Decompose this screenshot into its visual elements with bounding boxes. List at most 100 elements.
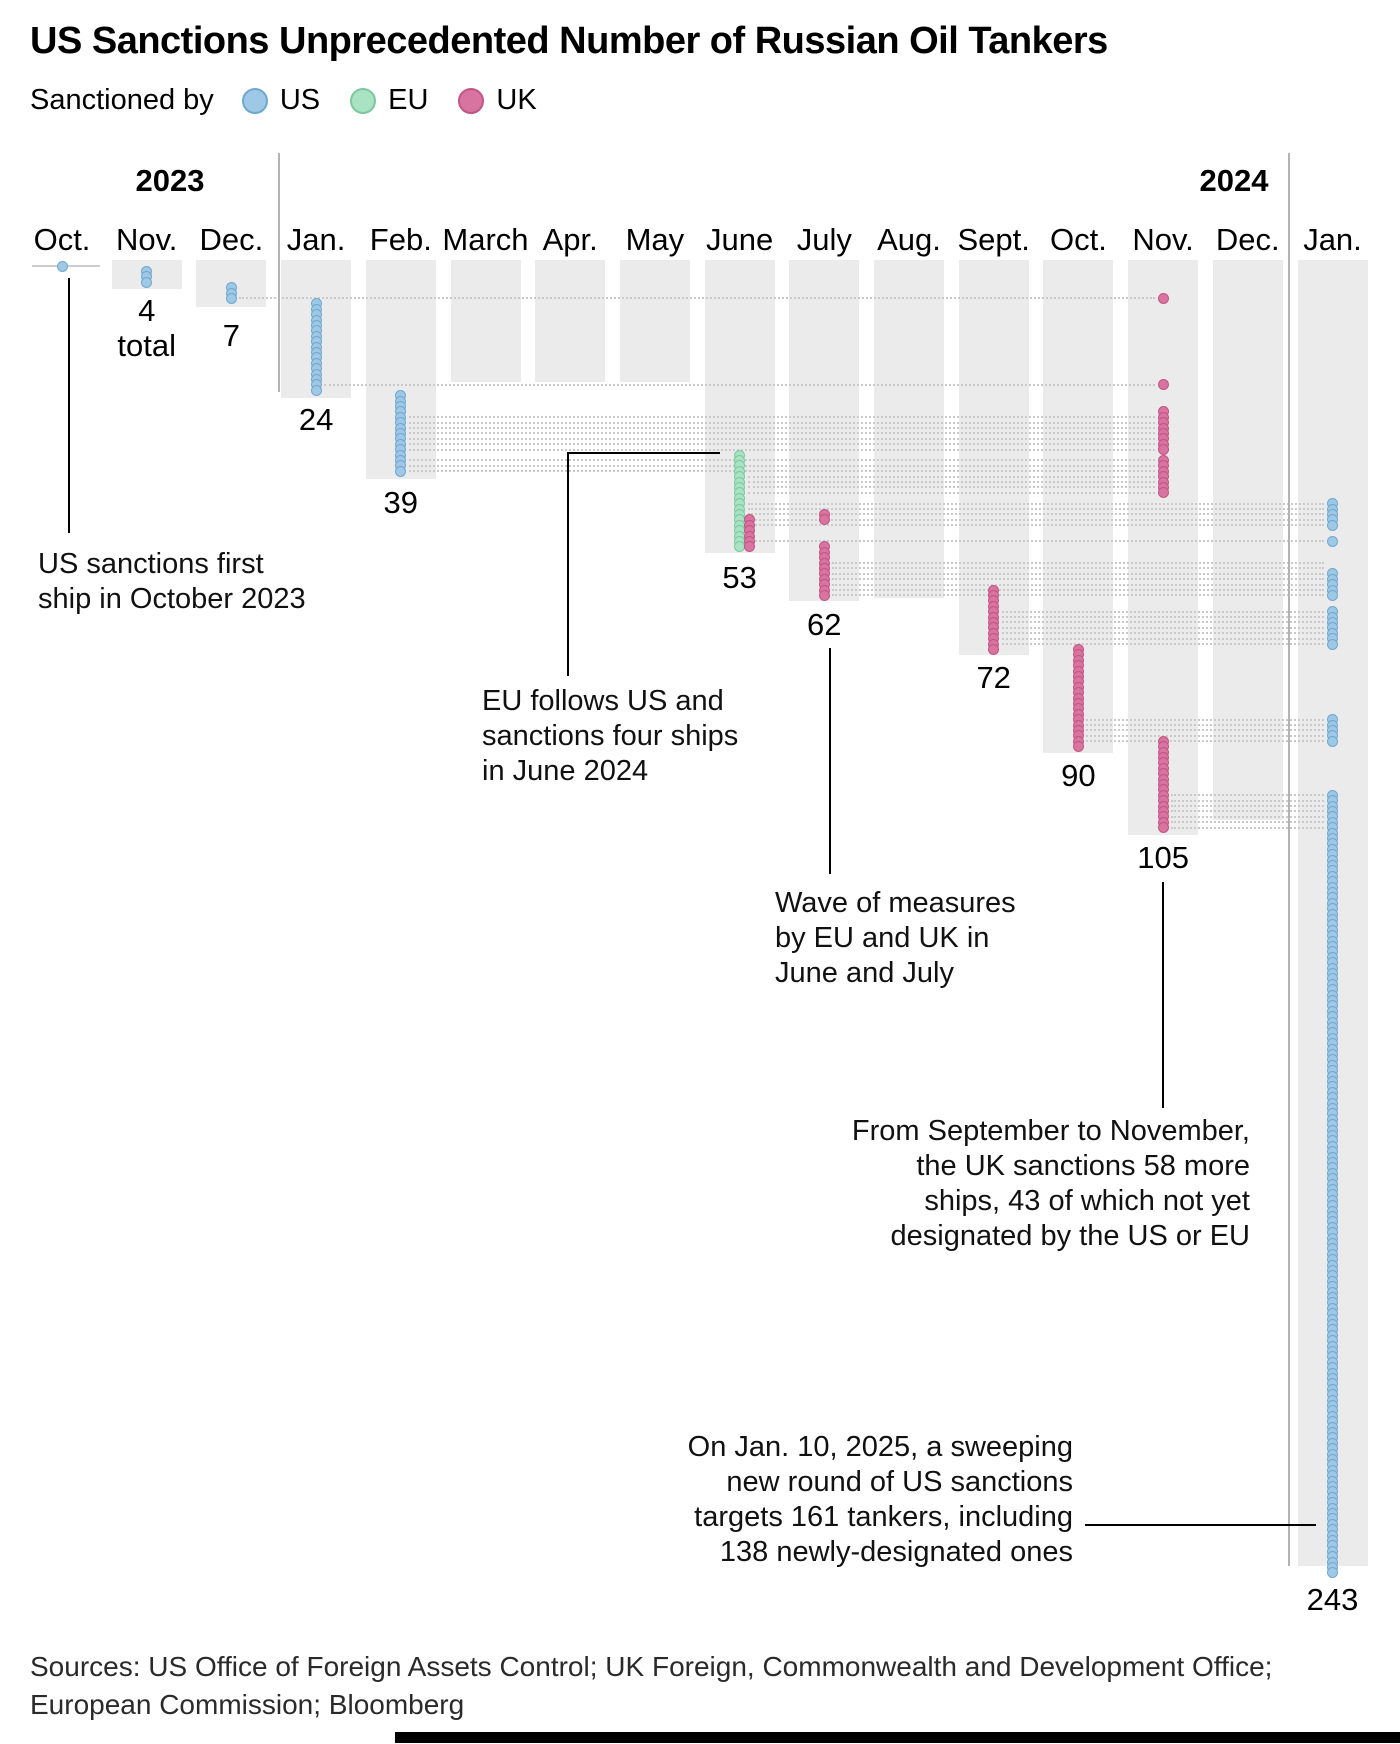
trail-line	[408, 416, 1156, 419]
trail-line	[1001, 616, 1325, 618]
uk-ship-dot	[818, 589, 830, 601]
month-label: July	[796, 222, 852, 257]
trail-line	[1001, 643, 1325, 645]
annotation-line: EU follows US and	[482, 685, 724, 717]
month-label: Jan.	[286, 222, 346, 257]
trail-line	[408, 459, 1156, 462]
total-label: 90	[1061, 758, 1096, 793]
annotation-line: the UK sanctions 58 more	[916, 1150, 1250, 1182]
trail-line	[747, 481, 1156, 483]
total-label: 24	[298, 402, 334, 437]
trail-line	[1086, 724, 1325, 726]
annotation-leader-line	[1085, 1524, 1316, 1526]
total-label: 39	[383, 485, 419, 520]
eu-dot-icon	[350, 87, 377, 114]
trail-line	[747, 540, 1325, 543]
trail-line	[832, 572, 1325, 575]
trail-line	[832, 589, 1325, 591]
trail-line	[408, 432, 1156, 435]
us-ship-dot	[1327, 1567, 1338, 1579]
uk-ship-dot	[1157, 822, 1169, 834]
month-label: Oct.	[1049, 222, 1107, 257]
trail-line	[1001, 621, 1325, 624]
month-label: Oct.	[33, 222, 91, 257]
month-label: Dec.	[1215, 222, 1280, 257]
annotation-line: designated by the US or EU	[890, 1220, 1250, 1252]
trail-line	[1171, 810, 1325, 813]
trail-line	[1171, 815, 1325, 818]
annotation-line: On Jan. 10, 2025, a sweeping	[687, 1431, 1073, 1463]
uk-ship-dot	[1157, 379, 1169, 391]
month-label: Apr.	[542, 222, 598, 257]
trail-line	[832, 583, 1325, 586]
sources-line-2: European Commission; Bloomberg	[30, 1689, 465, 1720]
sources-line-1: Sources: US Office of Foreign Assets Con…	[30, 1651, 1273, 1682]
month-column-band	[1212, 260, 1283, 820]
month-column-band	[874, 260, 944, 598]
total-label: 62	[807, 607, 842, 642]
uk-ship-dot	[988, 643, 1000, 655]
us-ship-dot	[1327, 535, 1338, 547]
year-label: 2024	[1199, 163, 1269, 198]
annotation-line: From September to November,	[851, 1115, 1250, 1147]
uk-ship-dot	[818, 514, 830, 526]
annotation-leader-line	[567, 452, 720, 454]
trail-line	[324, 383, 1156, 386]
trail-line	[1171, 826, 1325, 829]
month-label: March	[442, 222, 529, 257]
year-label: 2023	[135, 163, 205, 198]
month-label: Dec.	[199, 222, 264, 257]
month-column-band	[619, 260, 690, 382]
legend-item-us: US	[241, 84, 320, 117]
annotation-jan-2025-round: On Jan. 10, 2025, a sweeping new round of…	[688, 1430, 1073, 1570]
month-label: Feb.	[369, 222, 432, 257]
annotation-line: ships, 43 of which not yet	[924, 1185, 1250, 1217]
trail-line	[1086, 740, 1325, 743]
trail-line	[1001, 626, 1325, 629]
trail-line	[1086, 718, 1325, 721]
trail-line	[408, 443, 1156, 446]
annotation-line: targets 161 tankers, including	[694, 1501, 1073, 1533]
footer-bar	[395, 1732, 1400, 1743]
total-label: 243	[1306, 1582, 1359, 1617]
trail-line	[832, 594, 1325, 597]
page-title: US Sanctions Unprecedented Number of Rus…	[30, 20, 1108, 62]
us-ship-dot	[225, 292, 237, 304]
annotation-wave-of-measures: Wave of measures by EU and UK in June and …	[775, 886, 1016, 991]
legend-item-label: EU	[388, 84, 429, 116]
annotation-line: ship in October 2023	[38, 583, 306, 615]
annotation-first-ship: US sanctions first ship in October 2023	[38, 547, 306, 617]
annotation-leader-line	[1162, 882, 1164, 1108]
legend-item-eu: EU	[350, 84, 428, 117]
legend-label: Sanctioned by	[30, 84, 214, 116]
sources-note: Sources: US Office of Foreign Assets Con…	[30, 1648, 1272, 1724]
trail-line	[832, 562, 1325, 564]
legend-item-label: UK	[496, 84, 537, 116]
trail-line	[747, 513, 1325, 516]
trail-line	[747, 524, 1325, 527]
us-ship-dot	[1327, 638, 1338, 650]
uk-ship-dot	[1072, 741, 1084, 753]
trail-line	[1001, 637, 1325, 640]
trail-line	[747, 491, 1156, 494]
uk-ship-dot	[1157, 444, 1169, 456]
month-label: May	[625, 222, 685, 257]
trail-line	[747, 508, 1325, 510]
trail-line	[1171, 805, 1325, 807]
annotation-leader-line	[567, 452, 569, 676]
trail-line	[408, 470, 1156, 473]
month-label: Jan.	[1303, 222, 1362, 257]
trail-line	[747, 486, 1156, 489]
month-label: Nov.	[115, 222, 178, 257]
trail-line	[832, 578, 1325, 581]
trail-line	[1001, 632, 1325, 635]
trail-line	[1171, 799, 1325, 802]
trail-line	[747, 502, 1325, 505]
annotation-line: US sanctions first	[38, 548, 264, 580]
annotation-leader-line	[829, 648, 831, 874]
us-ship-dot	[141, 276, 153, 288]
us-ship-dot	[1327, 589, 1338, 601]
trail-line	[1086, 734, 1325, 737]
annotation-line: Wave of measures	[775, 887, 1016, 919]
